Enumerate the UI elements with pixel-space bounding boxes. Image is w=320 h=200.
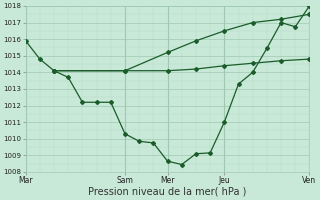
X-axis label: Pression niveau de la mer( hPa ): Pression niveau de la mer( hPa ) <box>88 187 247 197</box>
